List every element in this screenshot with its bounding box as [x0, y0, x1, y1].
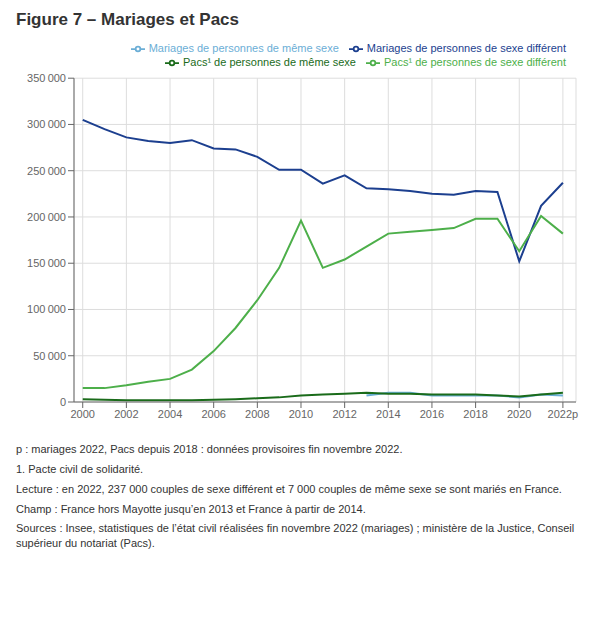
svg-text:250 000: 250 000: [27, 165, 66, 177]
svg-text:100 000: 100 000: [27, 303, 66, 315]
svg-text:200 000: 200 000: [27, 211, 66, 223]
svg-text:2014: 2014: [376, 408, 400, 420]
svg-text:2020: 2020: [507, 408, 531, 420]
svg-text:2022p: 2022p: [548, 408, 579, 420]
svg-text:0: 0: [60, 396, 66, 408]
svg-text:50 000: 50 000: [33, 350, 66, 362]
svg-text:2010: 2010: [289, 408, 313, 420]
svg-text:2000: 2000: [70, 408, 94, 420]
html-text:Figure 7 – Mariages et Pacs: Figure 7 – Mariages et Pacs: [16, 10, 239, 29]
svg-text:350 000: 350 000: [27, 72, 66, 84]
svg-text:2002: 2002: [114, 408, 138, 420]
svg-text:2018: 2018: [463, 408, 487, 420]
svg-text:300 000: 300 000: [27, 118, 66, 130]
html-text:Champ : France hors Mayotte ju: Champ : France hors Mayotte jusqu’en 201…: [16, 502, 366, 515]
svg-text:2012: 2012: [332, 408, 356, 420]
html-text:1. Pacte civil de solidarité.: 1. Pacte civil de solidarité.: [16, 462, 144, 475]
svg-text:2006: 2006: [201, 408, 225, 420]
html-text:Mariages de personnes de même: Mariages de personnes de même sexe: [148, 42, 339, 54]
html-text:Pacs¹ de personnes de sexe dif: Pacs¹ de personnes de sexe différent: [384, 56, 566, 69]
html-text:Lecture : en 2022, 237 000 cou: Lecture : en 2022, 237 000 couples de se…: [16, 482, 562, 495]
html-text:Pacs¹ de personnes de même sex: Pacs¹ de personnes de même sexe: [182, 56, 356, 69]
svg-text:2004: 2004: [158, 408, 182, 420]
html-text:Mariages de personnes de sexe: Mariages de personnes de sexe différent: [366, 42, 566, 54]
html-text:Sources : Insee, statistiques: Sources : Insee, statistiques de l’état …: [16, 522, 575, 550]
svg-text:2016: 2016: [420, 408, 444, 420]
html-text:p : mariages 2022, Pacs depuis: p : mariages 2022, Pacs depuis 2018 : do…: [16, 443, 403, 455]
svg-text:150 000: 150 000: [27, 257, 66, 269]
svg-text:2008: 2008: [245, 408, 269, 420]
